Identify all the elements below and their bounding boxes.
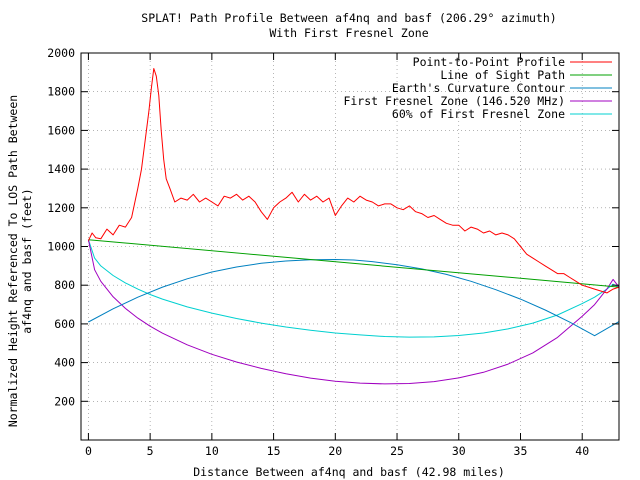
x-tick-label: 35: [514, 444, 528, 458]
y-axis-label: Normalized Height Referenced To LOS Path…: [6, 95, 20, 427]
x-tick-label: 0: [85, 444, 92, 458]
x-tick-label: 5: [147, 444, 154, 458]
series-lines: [87, 68, 620, 385]
x-tick-label: 15: [267, 444, 281, 458]
legend-label-2: Earth's Curvature Contour: [392, 81, 565, 95]
y-axis-label-line2: af4nq and basf (feet): [20, 188, 34, 333]
y-tick-label: 600: [54, 317, 75, 331]
legend: Point-to-Point Profile Line of Sight Pat…: [343, 55, 612, 121]
series-line-3: [87, 239, 620, 385]
y-tick-label: 400: [54, 356, 75, 370]
legend-label-4: 60% of First Fresnel Zone: [392, 107, 565, 121]
series-line-0: [87, 68, 620, 294]
y-tick-label: 800: [54, 278, 75, 292]
legend-label-0: Point-to-Point Profile: [413, 55, 565, 69]
y-tick-label: 1800: [47, 85, 75, 99]
y-tick-label: 1400: [47, 162, 75, 176]
chart-subtitle: With First Fresnel Zone: [269, 26, 428, 40]
series-line-2: [88, 259, 620, 337]
grid-lines: [81, 53, 619, 440]
y-tick-label: 2000: [47, 46, 75, 60]
x-axis-label: Distance Between af4nq and basf (42.98 m…: [193, 465, 505, 479]
x-tick-label: 10: [205, 444, 219, 458]
legend-label-3: First Fresnel Zone (146.520 MHz): [343, 94, 565, 108]
y-tick-label: 200: [54, 394, 75, 408]
y-tick-label: 1200: [47, 201, 75, 215]
legend-label-1: Line of Sight Path: [440, 68, 565, 82]
x-tick-label: 30: [452, 444, 466, 458]
x-tick-label: 25: [390, 444, 404, 458]
x-tick-label: 20: [328, 444, 342, 458]
x-tick-label: 40: [575, 444, 589, 458]
axis-ticks: 200 400 600 800 1000 1200 1400 1600 1800 2000 0 5 10…: [47, 46, 619, 458]
series-line-4: [87, 239, 620, 338]
chart-title: SPLAT! Path Profile Between af4nq and ba…: [141, 11, 556, 25]
y-tick-label: 1600: [47, 123, 75, 137]
y-tick-label: 1000: [47, 240, 75, 254]
series-line-1: [88, 239, 620, 288]
